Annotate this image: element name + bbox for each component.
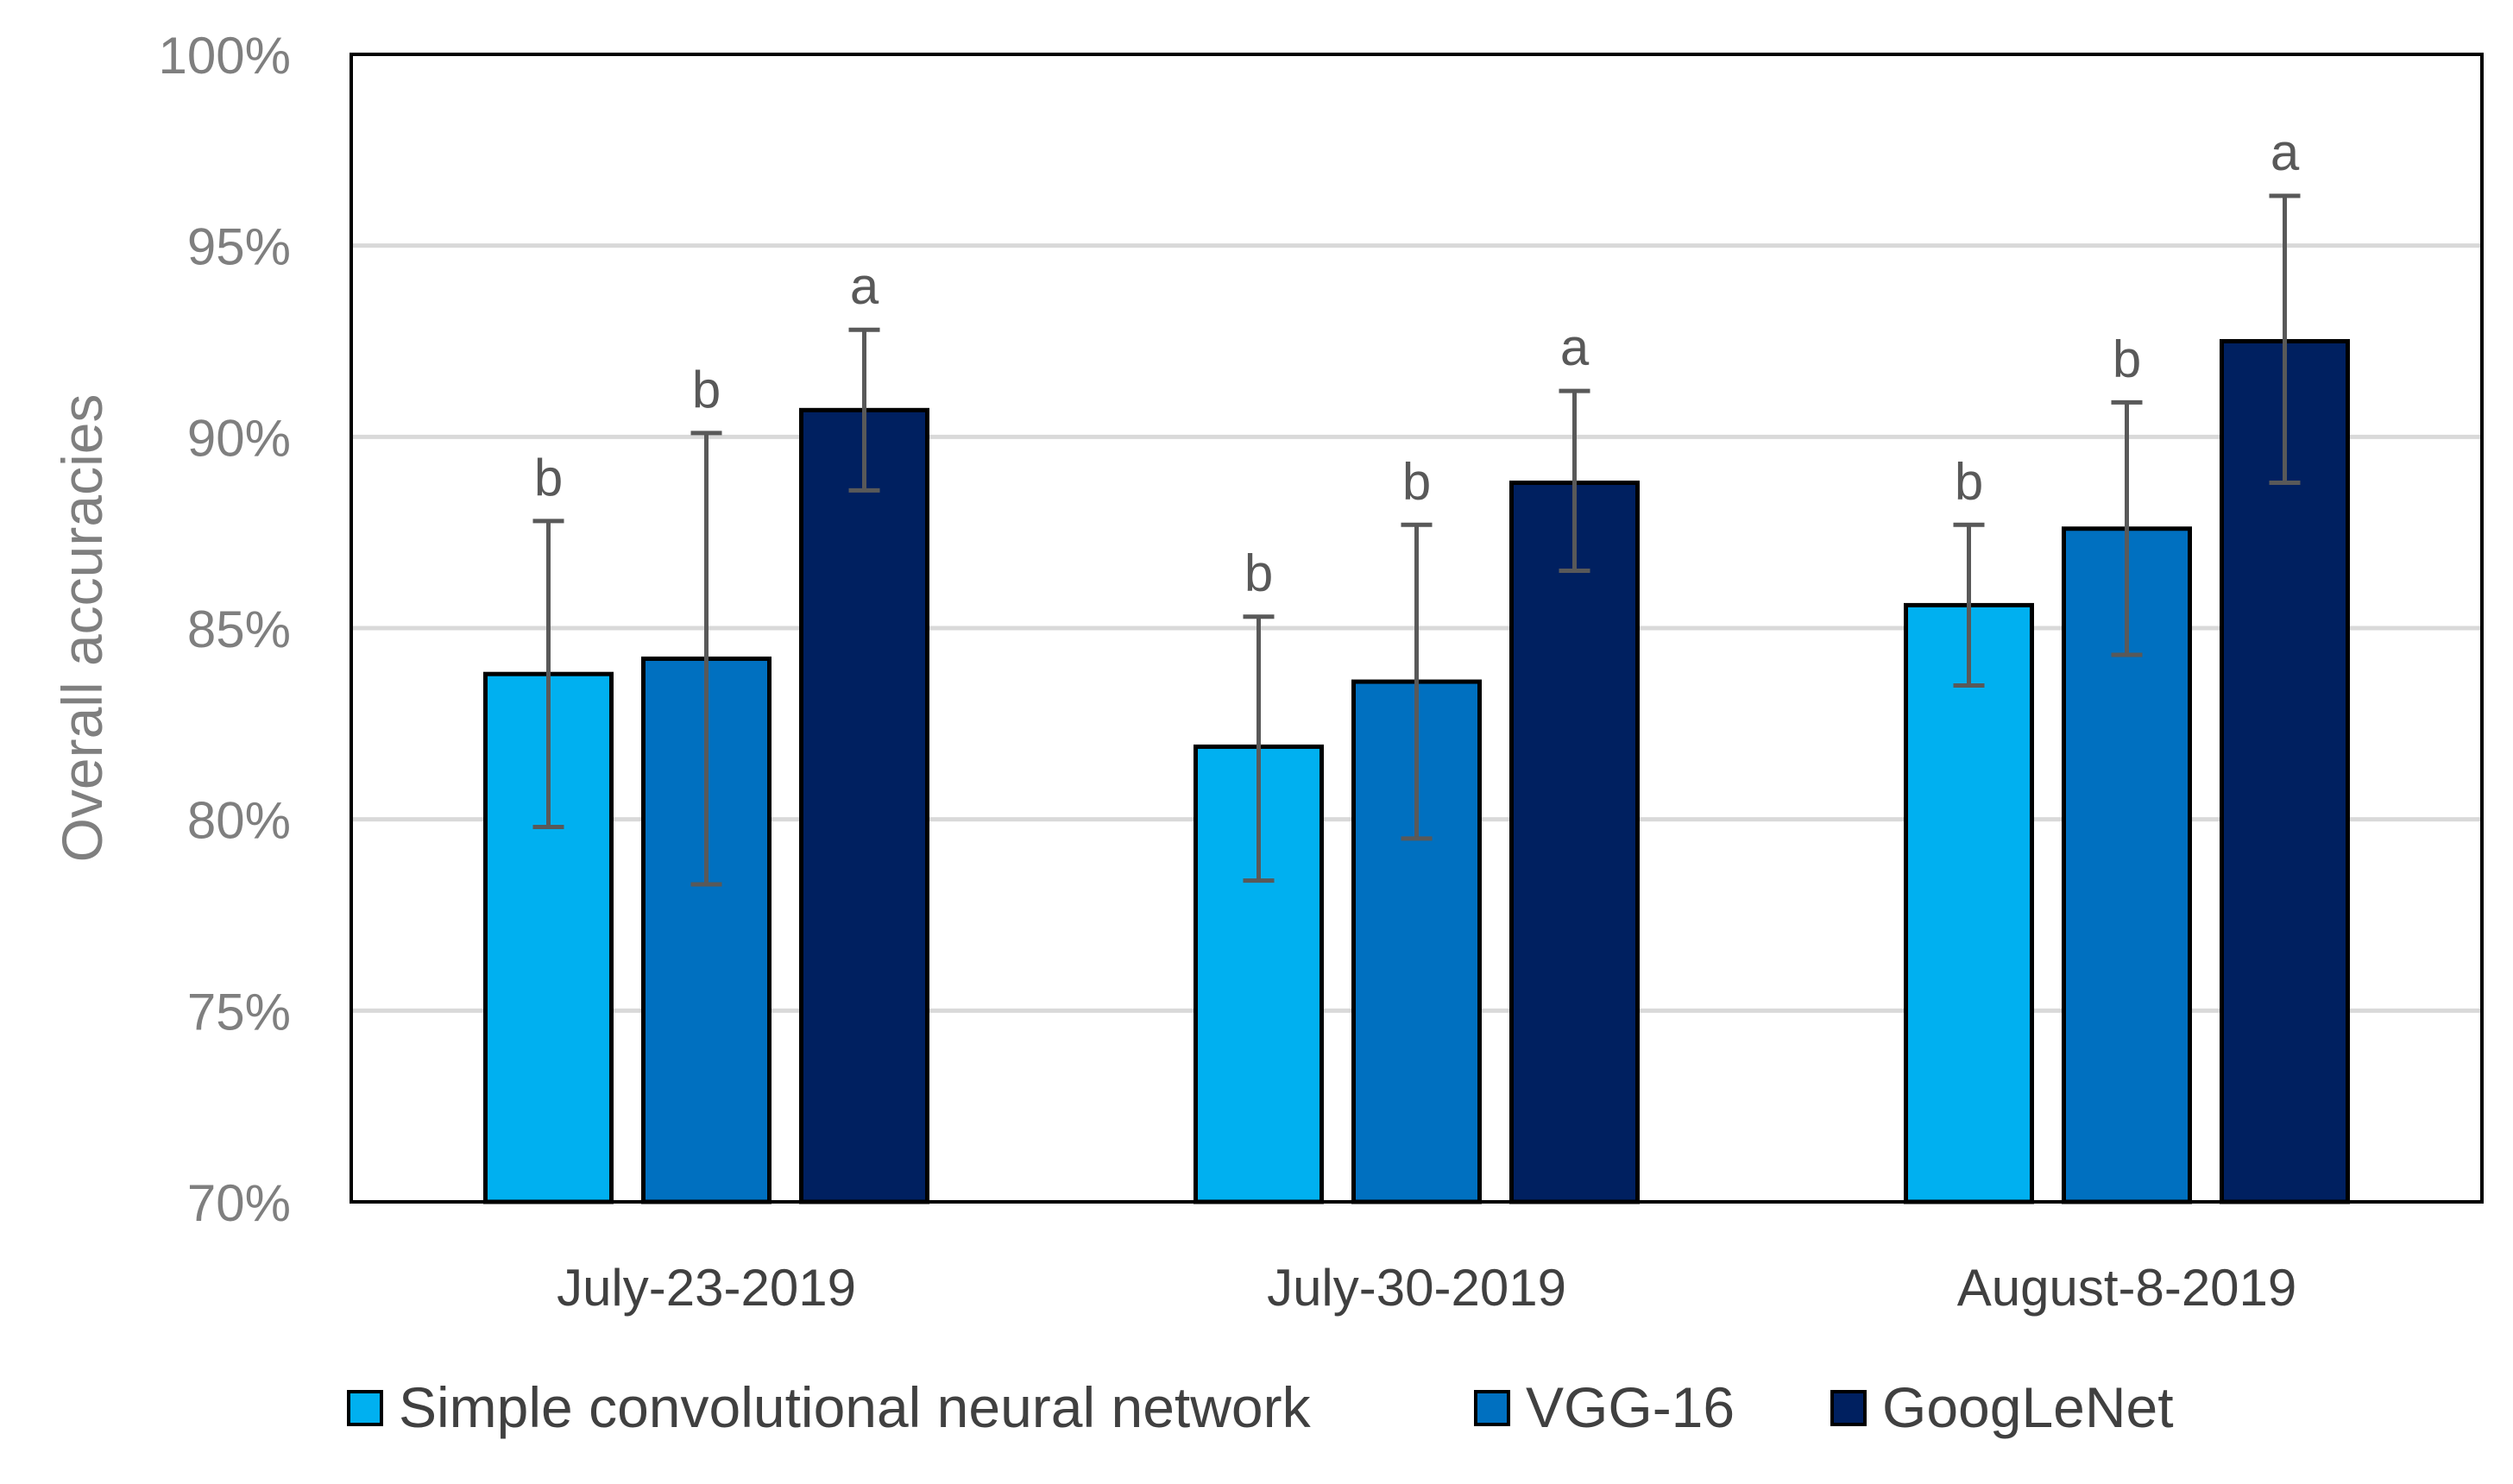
significance-label: b — [534, 449, 563, 506]
y-tick-label: 90% — [187, 409, 291, 467]
y-tick-label: 80% — [187, 792, 291, 850]
significance-label: a — [850, 257, 879, 315]
legend-swatch — [1474, 1390, 1510, 1426]
bar — [1509, 481, 1640, 1204]
bar — [1904, 602, 2034, 1204]
x-tick-label: August-8-2019 — [1957, 1259, 2297, 1317]
y-tick-label: 100% — [159, 27, 291, 85]
y-axis-title: Overall accuracies — [50, 394, 114, 863]
legend-swatch — [1830, 1390, 1867, 1426]
significance-label: a — [2271, 123, 2300, 181]
y-tick-label: 85% — [187, 601, 291, 658]
x-tick-label: July-30-2019 — [1267, 1259, 1566, 1317]
significance-label: b — [2113, 330, 2141, 387]
bar — [799, 407, 929, 1204]
significance-label: b — [692, 361, 721, 418]
significance-label: a — [1560, 318, 1590, 376]
legend-label: VGG-16 — [1526, 1375, 1735, 1439]
legend-swatch — [347, 1390, 383, 1426]
significance-label: b — [1244, 544, 1273, 602]
y-tick-label: 95% — [187, 218, 291, 276]
x-tick-label: July-23-2019 — [557, 1259, 856, 1317]
y-tick-label: 70% — [187, 1174, 291, 1232]
significance-label: b — [1402, 452, 1431, 510]
bar — [2220, 339, 2350, 1204]
legend-label: GoogLeNet — [1882, 1375, 2174, 1439]
y-tick-label: 75% — [187, 983, 291, 1041]
significance-label: b — [1955, 452, 1983, 510]
legend-label: Simple convolutional neural network — [399, 1375, 1312, 1439]
